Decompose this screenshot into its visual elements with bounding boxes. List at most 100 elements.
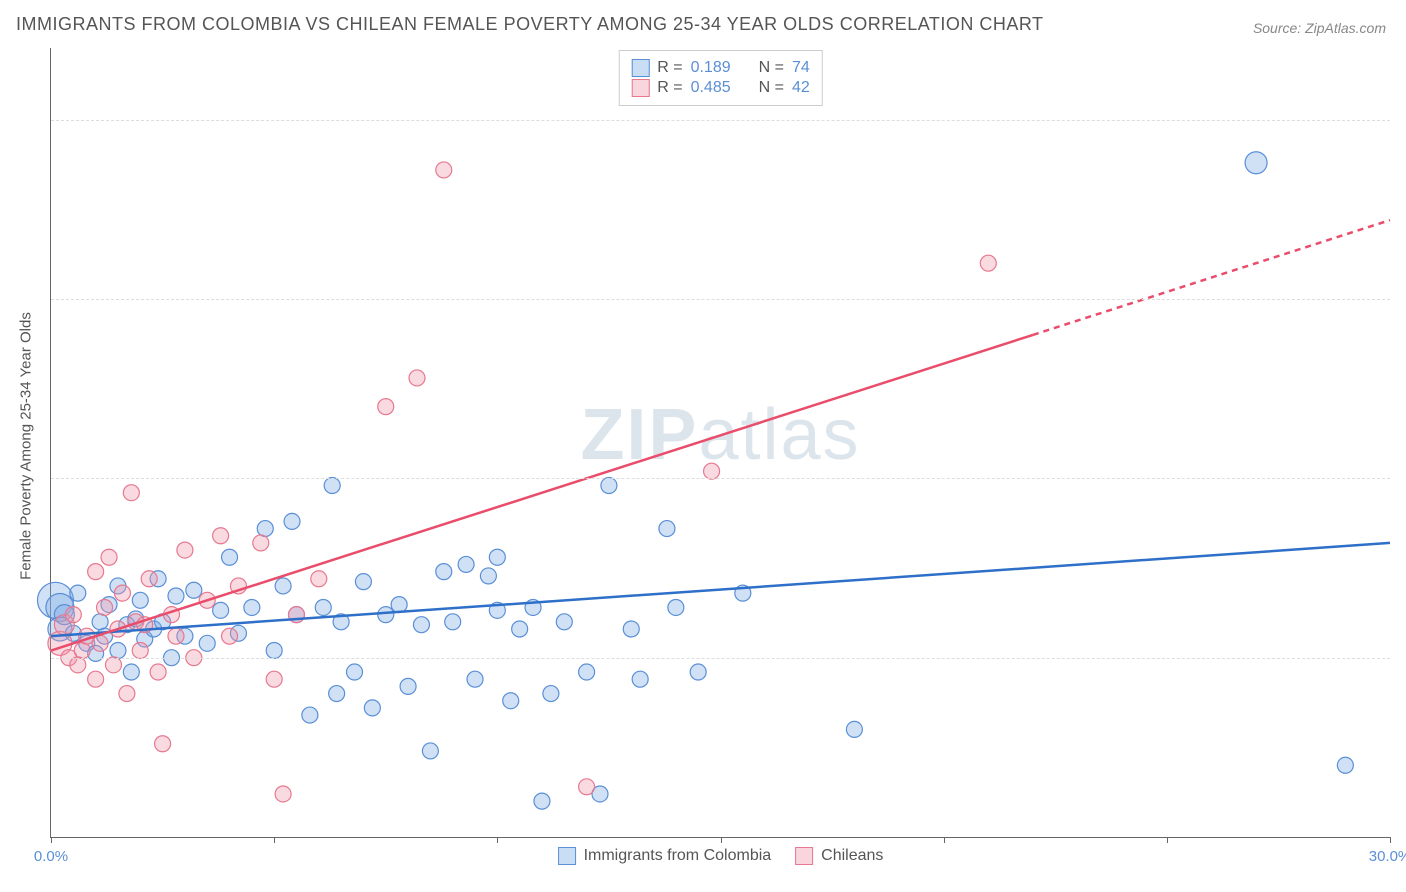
data-point bbox=[105, 657, 121, 673]
r-label: R = bbox=[657, 79, 682, 97]
plot-area: ZIPatlas R = 0.189 N = 74 R = 0.485 N = … bbox=[50, 48, 1390, 838]
data-point bbox=[489, 549, 505, 565]
swatch-pink-icon bbox=[631, 79, 649, 97]
y-tick-label: 12.5% bbox=[1395, 649, 1406, 666]
data-point bbox=[257, 521, 273, 537]
data-point bbox=[88, 564, 104, 580]
data-point bbox=[668, 599, 684, 615]
data-point bbox=[378, 399, 394, 415]
data-point bbox=[422, 743, 438, 759]
data-point bbox=[543, 686, 559, 702]
data-point bbox=[458, 556, 474, 572]
n-label: N = bbox=[759, 79, 784, 97]
data-point bbox=[632, 671, 648, 687]
data-point bbox=[347, 664, 363, 680]
legend-row-pink: R = 0.485 N = 42 bbox=[631, 79, 810, 97]
data-point bbox=[266, 671, 282, 687]
data-point bbox=[436, 162, 452, 178]
data-point bbox=[601, 478, 617, 494]
data-point bbox=[65, 607, 81, 623]
swatch-pink-icon bbox=[795, 847, 813, 865]
data-point bbox=[150, 664, 166, 680]
data-point bbox=[97, 599, 113, 615]
data-point bbox=[400, 678, 416, 694]
data-point bbox=[1245, 152, 1267, 174]
data-point bbox=[413, 617, 429, 633]
data-point bbox=[168, 628, 184, 644]
data-point bbox=[436, 564, 452, 580]
data-point bbox=[168, 588, 184, 604]
data-point bbox=[88, 671, 104, 687]
data-point bbox=[503, 693, 519, 709]
data-point bbox=[311, 571, 327, 587]
data-point bbox=[155, 736, 171, 752]
legend-label: Chileans bbox=[821, 847, 883, 865]
data-point bbox=[132, 592, 148, 608]
chart-svg bbox=[51, 48, 1390, 837]
data-point bbox=[579, 664, 595, 680]
data-point bbox=[244, 599, 260, 615]
data-point bbox=[980, 255, 996, 271]
r-value: 0.485 bbox=[691, 79, 731, 97]
x-tick-label: 30.0% bbox=[1369, 848, 1406, 865]
data-point bbox=[391, 597, 407, 613]
data-point bbox=[123, 485, 139, 501]
data-point bbox=[119, 686, 135, 702]
data-point bbox=[364, 700, 380, 716]
data-point bbox=[222, 628, 238, 644]
data-point bbox=[579, 779, 595, 795]
r-label: R = bbox=[657, 59, 682, 77]
data-point bbox=[266, 643, 282, 659]
y-tick-label: 50.0% bbox=[1395, 111, 1406, 128]
chart-title: IMMIGRANTS FROM COLOMBIA VS CHILEAN FEMA… bbox=[16, 14, 1044, 35]
source-attribution: Source: ZipAtlas.com bbox=[1253, 20, 1386, 36]
legend-item-colombia: Immigrants from Colombia bbox=[558, 847, 772, 865]
data-point bbox=[70, 585, 86, 601]
swatch-blue-icon bbox=[558, 847, 576, 865]
data-point bbox=[324, 478, 340, 494]
r-value: 0.189 bbox=[691, 59, 731, 77]
data-point bbox=[213, 602, 229, 618]
legend-row-blue: R = 0.189 N = 74 bbox=[631, 59, 810, 77]
data-point bbox=[1337, 757, 1353, 773]
data-point bbox=[123, 664, 139, 680]
data-point bbox=[480, 568, 496, 584]
data-point bbox=[177, 542, 193, 558]
data-point bbox=[141, 571, 157, 587]
data-point bbox=[467, 671, 483, 687]
data-point bbox=[114, 585, 130, 601]
legend-label: Immigrants from Colombia bbox=[584, 847, 772, 865]
data-point bbox=[222, 549, 238, 565]
n-label: N = bbox=[759, 59, 784, 77]
n-value: 42 bbox=[792, 79, 810, 97]
data-point bbox=[329, 686, 345, 702]
data-point bbox=[409, 370, 425, 386]
trend-line bbox=[51, 543, 1390, 636]
data-point bbox=[623, 621, 639, 637]
data-point bbox=[110, 643, 126, 659]
x-tick-label: 0.0% bbox=[34, 848, 68, 865]
swatch-blue-icon bbox=[631, 59, 649, 77]
data-point bbox=[659, 521, 675, 537]
data-point bbox=[355, 574, 371, 590]
data-point bbox=[315, 599, 331, 615]
data-point bbox=[704, 463, 720, 479]
legend-series: Immigrants from Colombia Chileans bbox=[558, 847, 884, 865]
data-point bbox=[556, 614, 572, 630]
data-point bbox=[275, 786, 291, 802]
data-point bbox=[512, 621, 528, 637]
data-point bbox=[213, 528, 229, 544]
n-value: 74 bbox=[792, 59, 810, 77]
y-tick-label: 37.5% bbox=[1395, 291, 1406, 308]
data-point bbox=[534, 793, 550, 809]
data-point bbox=[101, 549, 117, 565]
legend-correlation: R = 0.189 N = 74 R = 0.485 N = 42 bbox=[618, 50, 823, 106]
data-point bbox=[74, 643, 90, 659]
data-point bbox=[378, 607, 394, 623]
y-tick-label: 25.0% bbox=[1395, 470, 1406, 487]
data-point bbox=[92, 614, 108, 630]
y-axis-label: Female Poverty Among 25-34 Year Olds bbox=[18, 312, 35, 580]
data-point bbox=[186, 582, 202, 598]
legend-item-chileans: Chileans bbox=[795, 847, 883, 865]
data-point bbox=[846, 721, 862, 737]
